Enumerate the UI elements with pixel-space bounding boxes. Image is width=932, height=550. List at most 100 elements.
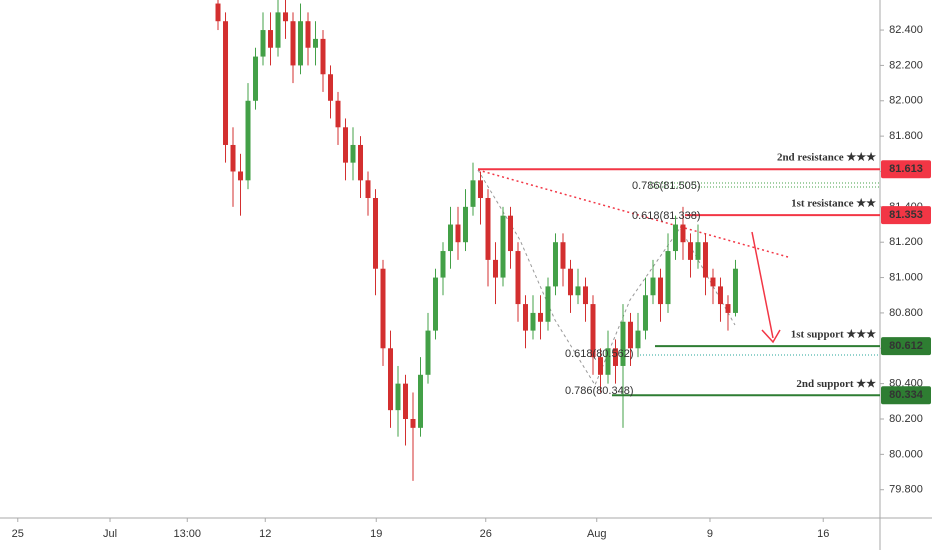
arrow-shaft bbox=[751, 231, 774, 339]
x-tick-label: 13:00 bbox=[173, 528, 201, 540]
candles bbox=[215, 0, 738, 481]
y-tick-label: 79.800 bbox=[889, 484, 923, 496]
candle-body bbox=[672, 224, 678, 252]
candle-body bbox=[380, 268, 386, 349]
candle-body bbox=[522, 304, 528, 331]
candle-body bbox=[290, 21, 296, 66]
y-tick-label: 80.800 bbox=[889, 307, 923, 319]
candle-body bbox=[365, 180, 371, 199]
candle-body bbox=[650, 277, 656, 296]
level-name: 2nd support ★★ bbox=[796, 378, 876, 390]
candle-body bbox=[395, 383, 401, 411]
candle-body bbox=[343, 127, 349, 163]
candle-body bbox=[313, 38, 319, 48]
candle-body bbox=[725, 304, 731, 313]
level-price-box bbox=[881, 160, 931, 179]
x-tick-label: 26 bbox=[480, 528, 492, 540]
y-tick-label: 80.200 bbox=[889, 413, 923, 425]
x-tick-label: 25 bbox=[12, 528, 24, 540]
candle-body bbox=[567, 268, 573, 296]
y-tick-label: 82.400 bbox=[889, 24, 923, 36]
candle-body bbox=[657, 277, 663, 305]
candle-body bbox=[680, 224, 686, 243]
candle-body bbox=[335, 100, 341, 128]
fib-label: 0.786(80.348) bbox=[565, 385, 634, 397]
candle-body bbox=[710, 277, 716, 287]
candle-body bbox=[328, 74, 334, 101]
candle-body bbox=[485, 198, 491, 260]
candle-body bbox=[695, 242, 701, 260]
level-price: 81.353 bbox=[889, 209, 923, 221]
trend-line bbox=[477, 169, 789, 258]
candle-body bbox=[597, 357, 603, 375]
candle-body bbox=[462, 206, 468, 243]
candle-body bbox=[620, 321, 626, 366]
candle-body bbox=[358, 144, 364, 181]
y-tick-label: 82.000 bbox=[889, 95, 923, 107]
candle-body bbox=[440, 251, 446, 278]
candle-body bbox=[373, 198, 379, 269]
candle-body bbox=[530, 312, 536, 331]
candle-body bbox=[507, 215, 513, 252]
candle-body bbox=[350, 144, 356, 163]
y-tick-label: 81.200 bbox=[889, 236, 923, 248]
level-price-box bbox=[881, 386, 931, 405]
candle-body bbox=[230, 144, 236, 172]
y-tick-label: 80.000 bbox=[889, 448, 923, 460]
candle-body bbox=[260, 30, 266, 57]
candle-body bbox=[500, 215, 506, 278]
level-price: 81.613 bbox=[889, 163, 923, 175]
candle-body bbox=[732, 268, 738, 313]
fib-label: 0.618(81.338) bbox=[632, 210, 701, 222]
candle-body bbox=[560, 242, 566, 269]
candle-body bbox=[433, 277, 439, 331]
arrow-head bbox=[761, 329, 781, 344]
candle-body bbox=[275, 12, 281, 48]
x-tick-label: Jul bbox=[103, 528, 117, 540]
candle-body bbox=[455, 224, 461, 243]
candle-body bbox=[305, 21, 311, 48]
candle-body bbox=[515, 251, 521, 305]
candle-body bbox=[537, 312, 543, 322]
candle-body bbox=[627, 321, 633, 349]
candle-body bbox=[223, 21, 229, 145]
candle-body bbox=[492, 259, 498, 278]
candle-body bbox=[665, 251, 671, 305]
level-price-box bbox=[881, 206, 931, 225]
candle-body bbox=[253, 56, 259, 101]
candle-body bbox=[283, 12, 289, 22]
candle-body bbox=[410, 418, 416, 428]
candle-body bbox=[298, 21, 304, 66]
fib-label: 0.618(80.562) bbox=[565, 348, 634, 360]
candle-body bbox=[642, 295, 648, 331]
candle-body bbox=[702, 242, 708, 278]
candle-body bbox=[245, 100, 251, 181]
candle-body bbox=[238, 171, 244, 181]
candle-body bbox=[477, 180, 483, 199]
level-price: 80.612 bbox=[889, 340, 923, 352]
candle-body bbox=[388, 348, 394, 411]
x-tick-label: 9 bbox=[707, 528, 713, 540]
level-name: 1st resistance ★★ bbox=[791, 198, 876, 210]
candle-body bbox=[552, 242, 558, 287]
candle-body bbox=[582, 286, 588, 305]
x-tick-label: Aug bbox=[587, 528, 607, 540]
x-tick-label: 16 bbox=[817, 528, 829, 540]
x-tick-label: 12 bbox=[259, 528, 271, 540]
candle-body bbox=[403, 383, 409, 419]
candle-body bbox=[418, 374, 424, 428]
level-price-box bbox=[881, 337, 931, 356]
candle-body bbox=[590, 304, 596, 358]
candle-body bbox=[268, 30, 274, 48]
candle-body bbox=[320, 38, 326, 75]
y-tick-label: 81.800 bbox=[889, 130, 923, 142]
x-tick-label: 19 bbox=[370, 528, 382, 540]
candle-body bbox=[470, 180, 476, 207]
candle-body bbox=[687, 242, 693, 260]
candle-body bbox=[447, 224, 453, 252]
level-price: 80.334 bbox=[889, 389, 924, 401]
candle-body bbox=[215, 3, 221, 22]
candle-body bbox=[635, 330, 641, 349]
